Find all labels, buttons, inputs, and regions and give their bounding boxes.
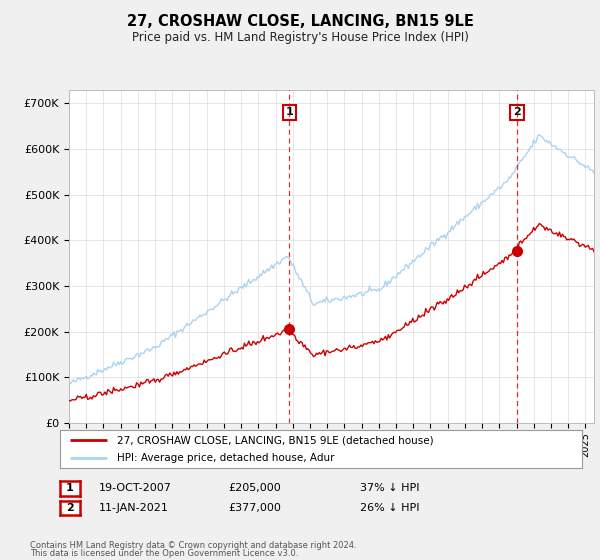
Text: £377,000: £377,000 [228, 503, 281, 513]
Text: Price paid vs. HM Land Registry's House Price Index (HPI): Price paid vs. HM Land Registry's House … [131, 31, 469, 44]
Text: HPI: Average price, detached house, Adur: HPI: Average price, detached house, Adur [118, 453, 335, 463]
Text: 19-OCT-2007: 19-OCT-2007 [99, 483, 172, 493]
Text: 27, CROSHAW CLOSE, LANCING, BN15 9LE: 27, CROSHAW CLOSE, LANCING, BN15 9LE [127, 14, 473, 29]
Text: 37% ↓ HPI: 37% ↓ HPI [360, 483, 419, 493]
Text: 26% ↓ HPI: 26% ↓ HPI [360, 503, 419, 513]
Text: 27, CROSHAW CLOSE, LANCING, BN15 9LE (detached house): 27, CROSHAW CLOSE, LANCING, BN15 9LE (de… [118, 435, 434, 445]
Text: 2: 2 [513, 108, 521, 118]
Text: 2: 2 [66, 503, 74, 513]
Text: 1: 1 [66, 483, 74, 493]
Text: This data is licensed under the Open Government Licence v3.0.: This data is licensed under the Open Gov… [30, 549, 298, 558]
Text: £205,000: £205,000 [228, 483, 281, 493]
Text: Contains HM Land Registry data © Crown copyright and database right 2024.: Contains HM Land Registry data © Crown c… [30, 541, 356, 550]
Text: 1: 1 [285, 108, 293, 118]
Text: 11-JAN-2021: 11-JAN-2021 [99, 503, 169, 513]
